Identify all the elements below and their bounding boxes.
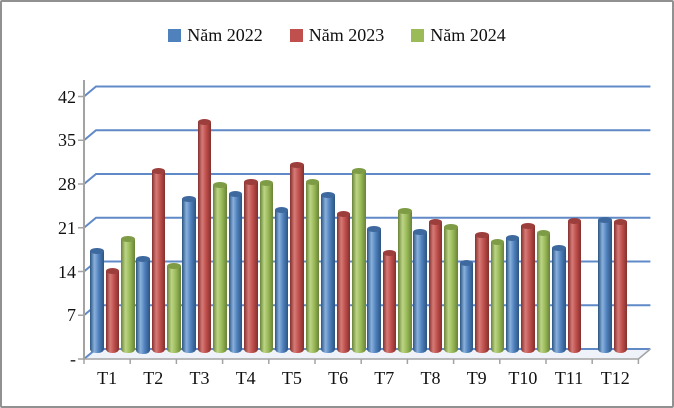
bar-cap <box>197 118 212 125</box>
x-tick-label: T2 <box>143 368 164 388</box>
bar-cap <box>521 222 535 229</box>
bar-năm-2022-t4 <box>228 191 243 354</box>
bar-cap <box>613 218 628 225</box>
legend-item-0: Năm 2022 <box>168 25 263 46</box>
bar-cap <box>321 192 335 199</box>
x-tick-label: T10 <box>508 368 538 388</box>
bar-cap <box>244 178 258 185</box>
bar-cap <box>151 168 166 175</box>
bar-năm-2024-t3 <box>213 181 227 354</box>
bar-năm-2023-t1 <box>105 267 119 354</box>
bar-năm-2023-t8 <box>428 219 443 354</box>
legend-swatch-icon <box>168 29 182 42</box>
legend-label: Năm 2024 <box>430 25 506 45</box>
y-tick-label: 14 <box>58 261 76 282</box>
y-tick-label: 21 <box>58 217 76 238</box>
bar-cap <box>536 230 551 237</box>
bar-cap <box>352 168 366 175</box>
bar-năm-2022-t9 <box>459 259 474 354</box>
x-tick-label: T4 <box>235 368 256 388</box>
legend-item-2: Năm 2024 <box>411 25 506 46</box>
x-tick-label: T11 <box>554 368 584 388</box>
bar-năm-2022-t8 <box>413 228 427 354</box>
bar-năm-2024-t4 <box>259 180 274 354</box>
bar-cap <box>136 256 150 262</box>
bar-năm-2023-t3 <box>197 118 212 354</box>
bar-năm-2024-t8 <box>444 223 458 354</box>
bar-cap <box>505 235 520 242</box>
bar-năm-2022-t7 <box>367 226 381 354</box>
bar-cap <box>567 218 581 225</box>
bar-cap <box>459 259 474 266</box>
bar-cap <box>444 223 458 230</box>
bar-cap <box>305 179 320 186</box>
bar-cap <box>167 262 181 269</box>
legend-item-1: Năm 2023 <box>289 25 385 46</box>
bar-năm-2023-t10 <box>521 222 535 354</box>
bar-cap <box>475 232 489 239</box>
bar-cap <box>182 196 196 203</box>
y-tick-label: 28 <box>58 174 76 194</box>
legend-label: Năm 2023 <box>308 25 385 45</box>
y-tick-label: 42 <box>58 86 76 107</box>
bar-cap <box>105 267 119 274</box>
bar-cap <box>290 162 304 169</box>
bar-năm-2024-t2 <box>167 262 181 354</box>
bar-năm-2022-t12 <box>598 216 612 354</box>
bar-cap <box>367 226 381 233</box>
bar-cap <box>428 219 443 226</box>
bar-năm-2024-t1 <box>121 236 135 354</box>
bar-năm-2023-t12 <box>613 218 628 354</box>
bar-cap <box>90 247 104 254</box>
x-tick-label: T3 <box>189 368 210 388</box>
x-tick-label: T9 <box>466 368 487 388</box>
bar-năm-2023-t5 <box>290 162 304 354</box>
bar-năm-2023-t6 <box>336 211 350 354</box>
x-tick-label: T12 <box>600 368 630 388</box>
bar-năm-2023-t7 <box>382 249 397 354</box>
bar-cap <box>213 181 227 188</box>
bar-cap <box>121 236 135 243</box>
bar-năm-2022-t1 <box>90 247 104 354</box>
bar-năm-2023-t4 <box>244 178 258 354</box>
bar-năm-2024-t6 <box>352 168 366 354</box>
legend: Năm 2022 Năm 2023 Năm 2024 <box>2 25 672 46</box>
bar-năm-2022-t6 <box>321 192 335 354</box>
bar-năm-2022-t2 <box>136 256 150 354</box>
bar-cap <box>336 211 350 218</box>
bar-cap <box>259 180 274 187</box>
x-tick-label: T6 <box>328 368 349 388</box>
legend-swatch-icon <box>411 29 425 42</box>
bar-năm-2022-t10 <box>505 235 520 354</box>
bar-năm-2023-t11 <box>567 218 581 354</box>
bar-năm-2024-t9 <box>490 238 505 354</box>
bar-năm-2023-t9 <box>475 232 489 354</box>
y-tick-label: 35 <box>58 130 76 151</box>
legend-swatch-icon <box>289 29 303 42</box>
y-tick-label: 7 <box>67 305 76 326</box>
bar-cap <box>382 249 397 256</box>
bar-năm-2022-t11 <box>552 244 566 354</box>
bar-cap <box>274 207 289 214</box>
legend-label: Năm 2022 <box>187 25 263 45</box>
x-tick-label: T8 <box>420 368 441 388</box>
bar-năm-2023-t2 <box>151 168 166 354</box>
x-tick-label: T5 <box>281 368 302 388</box>
x-tick-label: T7 <box>374 368 395 388</box>
bar-năm-2024-t10 <box>536 230 551 354</box>
bar-cap <box>598 216 612 223</box>
bar-năm-2022-t3 <box>182 196 196 354</box>
bar-cap <box>413 228 427 235</box>
bar-năm-2022-t5 <box>274 207 289 354</box>
bar-cap <box>398 208 412 215</box>
y-tick-label: - <box>70 349 76 369</box>
x-tick-label: T1 <box>97 368 118 388</box>
bar-năm-2024-t5 <box>305 179 320 354</box>
bar-cap <box>552 244 566 251</box>
bar-năm-2024-t7 <box>398 208 412 354</box>
bar-cap <box>490 238 505 245</box>
bar-cap <box>228 191 243 198</box>
